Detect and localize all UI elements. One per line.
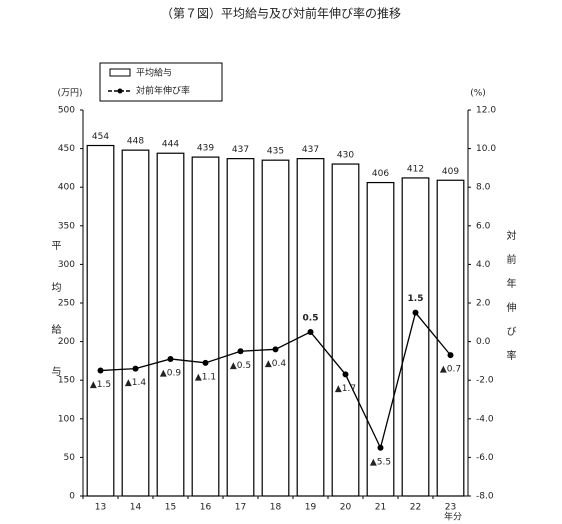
line-value-label: 0.5 bbox=[303, 313, 319, 323]
line-value-label: ▲0.7 bbox=[440, 365, 461, 375]
x-tick-label: 14 bbox=[130, 503, 142, 513]
y2-unit: (%) bbox=[470, 89, 486, 99]
line-value-label: ▲1.1 bbox=[195, 372, 216, 382]
x-tick-label: 13 bbox=[95, 503, 106, 513]
bar bbox=[226, 158, 255, 497]
bar bbox=[436, 179, 465, 497]
bar-value-label: 448 bbox=[127, 137, 144, 147]
bar bbox=[86, 144, 115, 497]
bar-value-label: 439 bbox=[197, 144, 214, 154]
line-value-label: ▲5.5 bbox=[370, 457, 391, 467]
y-tick-label: 100 bbox=[58, 414, 75, 424]
bar bbox=[156, 152, 185, 497]
y2-tick-label: -2.0 bbox=[476, 376, 494, 386]
y-unit: (万円) bbox=[57, 88, 82, 99]
y-tick-label: 450 bbox=[58, 144, 75, 154]
bar-value-label: 444 bbox=[162, 140, 179, 150]
legend-label: 対前年伸び率 bbox=[136, 85, 190, 97]
bar-value-label: 437 bbox=[232, 145, 249, 155]
y-tick-label: 300 bbox=[58, 260, 75, 270]
legend-label: 平均給与 bbox=[136, 67, 172, 79]
line-point bbox=[342, 371, 349, 378]
x-tick-label: 15 bbox=[165, 503, 176, 513]
line-point bbox=[447, 352, 454, 359]
line-value-label: ▲0.9 bbox=[160, 368, 182, 378]
y2-tick-label: -8.0 bbox=[476, 492, 494, 502]
x-tick-label: 17 bbox=[235, 503, 246, 513]
y2-tick-label: 6.0 bbox=[476, 221, 491, 231]
line-value-label: ▲1.4 bbox=[125, 378, 147, 388]
y2-tick-label: 4.0 bbox=[476, 260, 491, 270]
y-tick-label: 150 bbox=[58, 376, 75, 386]
y-axis-label: 平均給与 bbox=[49, 240, 61, 408]
y-tick-label: 350 bbox=[58, 221, 75, 231]
x-tick-label: 21 bbox=[375, 503, 386, 513]
legend-marker bbox=[117, 88, 123, 94]
y2-tick-label: 10.0 bbox=[476, 144, 496, 154]
bar bbox=[331, 163, 360, 497]
bar bbox=[191, 156, 220, 497]
y-tick-label: 0 bbox=[69, 492, 75, 502]
y2-tick-label: -4.0 bbox=[476, 414, 494, 424]
bar-value-label: 430 bbox=[337, 151, 354, 161]
y2-tick-label: 2.0 bbox=[476, 299, 491, 309]
x-tick-label: 16 bbox=[200, 503, 212, 513]
x-tick-label: 22 bbox=[410, 503, 421, 513]
line-point bbox=[237, 348, 244, 355]
bar bbox=[401, 177, 430, 497]
line-point bbox=[167, 355, 174, 362]
bar-value-label: 412 bbox=[407, 164, 424, 174]
y2-tick-label: 12.0 bbox=[476, 106, 496, 116]
line-point bbox=[97, 367, 104, 374]
bar bbox=[261, 159, 290, 497]
line-point bbox=[202, 359, 209, 366]
x-tick-label: 20 bbox=[340, 503, 352, 513]
bar-value-label: 435 bbox=[267, 147, 284, 157]
y2-tick-label: -6.0 bbox=[476, 453, 494, 463]
line-point bbox=[272, 346, 279, 353]
line-point bbox=[412, 309, 419, 316]
line-point bbox=[132, 365, 139, 372]
chart-title: （第７図）平均給与及び対前年伸び率の推移 bbox=[161, 6, 401, 21]
y-tick-label: 50 bbox=[64, 453, 76, 463]
x-axis-label: 年分 bbox=[444, 511, 462, 523]
x-tick-label: 18 bbox=[270, 503, 282, 513]
y2-tick-label: 0.0 bbox=[476, 337, 491, 347]
line-point bbox=[377, 444, 384, 451]
line-value-label: ▲1.7 bbox=[335, 384, 356, 394]
y2-axis-label: 対前年伸び率 bbox=[504, 229, 516, 374]
bar-value-label: 409 bbox=[442, 167, 459, 177]
bar bbox=[296, 158, 325, 497]
legend-bar-swatch bbox=[109, 68, 131, 77]
bar-value-label: 454 bbox=[92, 132, 109, 142]
line-value-label: ▲1.5 bbox=[90, 380, 111, 390]
bar-value-label: 406 bbox=[372, 169, 389, 179]
y-tick-label: 200 bbox=[58, 337, 75, 347]
x-tick-label: 19 bbox=[305, 503, 317, 513]
y2-tick-label: 8.0 bbox=[476, 183, 491, 193]
y-tick-label: 500 bbox=[58, 106, 75, 116]
y-tick-label: 400 bbox=[58, 183, 75, 193]
line-point bbox=[307, 328, 314, 335]
x-tick-label: 23 bbox=[445, 503, 456, 513]
bar-value-label: 437 bbox=[302, 145, 319, 155]
line-value-label: ▲0.5 bbox=[230, 361, 251, 371]
bar bbox=[366, 181, 395, 497]
y-tick-label: 250 bbox=[58, 299, 75, 309]
bar bbox=[121, 149, 150, 497]
line-value-label: ▲0.4 bbox=[265, 359, 287, 369]
line-value-label: 1.5 bbox=[408, 294, 424, 304]
